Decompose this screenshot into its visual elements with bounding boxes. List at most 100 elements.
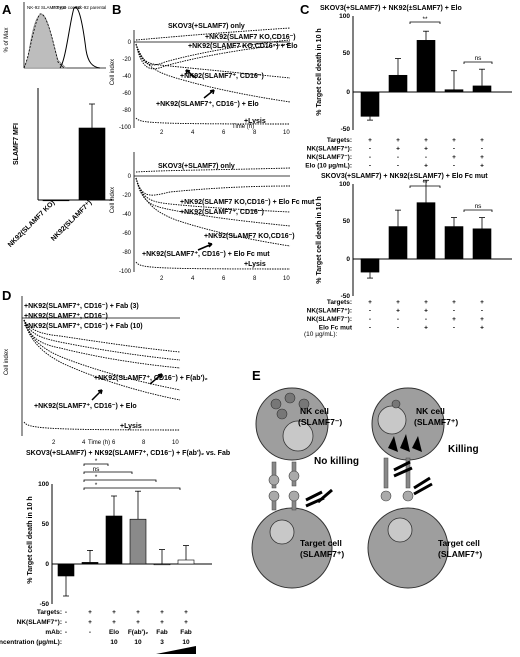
condition-mark: 10 — [134, 639, 142, 646]
d-bar-ylabel: % Target cell death in 10 h — [27, 496, 34, 583]
d-bar-ytick: 100 — [38, 481, 49, 488]
d-cell-index-plot: Cell index 2 4 6 8 10 Time (h) +NK92(SLA… — [4, 296, 208, 446]
target-nucleus — [387, 517, 413, 543]
e-right-nk-label: NK cell — [416, 406, 445, 416]
cell-index-plot-top: Cell index 0 -20 -40 -60 -80 -100 2 4 6 … — [110, 23, 298, 136]
c-top-condition-table: Targets: + + + + +NK(SLAMF7⁺): - + + - -NK(SLAMF7⁻… — [305, 137, 484, 170]
b-top-xtick: 10 — [283, 130, 290, 136]
sig-bracket — [83, 471, 133, 474]
bar — [360, 91, 380, 117]
sig-marker: ** — [422, 180, 428, 187]
condition-mark: - — [369, 316, 371, 323]
b-top-ytick: -60 — [122, 91, 131, 97]
b-bottom-ytick: -40 — [122, 212, 131, 218]
condition-mark: + — [424, 325, 428, 332]
b-bottom-curve-label: +NK92(SLAMF7 KO,CD16⁻) — [204, 233, 295, 240]
sig-marker: ns — [475, 203, 483, 210]
mfi-ylabel: SLAMF7 MFI — [13, 123, 20, 165]
curve-ko — [135, 39, 291, 66]
condition-mark: + — [480, 316, 484, 323]
legend-isotype: Isotype control — [52, 5, 81, 10]
bar — [388, 74, 408, 93]
b-top-ytick: -40 — [122, 74, 131, 80]
sig-marker: * — [95, 482, 98, 489]
d-bar-ytick: 0 — [45, 561, 49, 568]
condition-row-label: Elo Fc mut — [319, 325, 353, 332]
e-right-target-label: Target cell — [438, 538, 480, 548]
d-curve-label: +NK92(SLAMF7⁺, CD16⁻) + F(ab')₂ — [94, 375, 208, 382]
b-bottom-xtick: 4 — [191, 276, 195, 282]
granule — [298, 398, 310, 410]
histogram-ylabel: % of Max — [4, 27, 10, 52]
d-curve-label: +NK92(SLAMF7⁺, CD16⁻) + Fab (3) — [24, 303, 139, 310]
legend-ko: NK-92 SLAMF7 KO — [27, 5, 67, 10]
sig-marker: * — [95, 458, 98, 465]
concentration-wedge — [156, 646, 196, 654]
curve-pos — [23, 319, 181, 361]
b-top-ylabel: Cell index — [110, 59, 116, 85]
sig-bracket — [463, 61, 493, 64]
condition-mark: + — [368, 299, 372, 306]
sig-bracket — [83, 479, 157, 482]
b-bottom-xtick: 8 — [253, 276, 257, 282]
curve-pos-elo — [135, 43, 291, 103]
condition-mark: + — [452, 137, 456, 144]
condition-mark: - — [89, 629, 91, 636]
condition-row-label: NK(SLAMF7⁺): — [307, 308, 352, 315]
curve-skov3-only — [135, 27, 291, 41]
c-bottom-unit-row: (10 µg/mL): — [304, 331, 338, 338]
condition-mark: - — [425, 154, 427, 161]
slamf7-head — [402, 490, 414, 502]
slamf7-stalk — [383, 457, 389, 489]
c-top-bar-chart: % Target cell death in 10 h 100 50 0 -50… — [316, 13, 512, 133]
condition-mark: Fab — [156, 629, 168, 636]
condition-mark: + — [396, 308, 400, 315]
histogram-isotype-curve — [23, 13, 65, 69]
curve-lysis — [135, 117, 291, 125]
b-top-xtick: 4 — [191, 130, 195, 136]
condition-mark: - — [453, 308, 455, 315]
schematic-killing: NK cell (SLAMF7⁺) Killing Target cell (S… — [367, 387, 482, 589]
d-xtick: 10 — [172, 440, 179, 446]
granule — [270, 398, 282, 410]
condition-row-label: NK(SLAMF7⁻): — [307, 154, 352, 161]
mfi-category-pos: NK92(SLAMF7⁺) — [50, 199, 93, 242]
curve-ko — [135, 177, 291, 227]
condition-mark: + — [136, 609, 140, 616]
d-ylabel: Cell index — [4, 349, 10, 375]
sig-bracket — [83, 487, 181, 490]
panel-letter-b: B — [112, 2, 121, 17]
target-cell-body — [251, 507, 333, 589]
condition-mark: - — [397, 154, 399, 161]
sig-bracket — [409, 21, 441, 24]
condition-mark: + — [112, 619, 116, 626]
curve-pos — [135, 177, 291, 213]
condition-mark: 3 — [160, 639, 164, 646]
condition-mark: - — [369, 163, 371, 170]
b-top-curve-label: +NK92(SLAMF7⁺, CD16⁻) + Elo — [156, 101, 259, 108]
condition-mark: + — [88, 619, 92, 626]
slamf7-head — [288, 470, 300, 482]
condition-mark: - — [481, 146, 483, 153]
condition-mark: - — [369, 308, 371, 315]
condition-mark: + — [160, 609, 164, 616]
condition-mark: + — [424, 163, 428, 170]
condition-mark: - — [481, 308, 483, 315]
bar — [129, 518, 147, 565]
panel-letter-c: C — [300, 2, 310, 17]
sig-marker: * — [95, 474, 98, 481]
condition-row-label: NK(SLAMF7⁺): — [17, 619, 62, 626]
b-bottom-xtick: 10 — [283, 276, 290, 282]
b-top-xtick: 6 — [222, 130, 226, 136]
bar — [472, 228, 492, 259]
condition-row-label: Targets: — [327, 137, 352, 144]
d-arrow — [91, 389, 103, 401]
c-top-ylabel: % Target cell death in 10 h — [316, 28, 323, 115]
bar — [153, 563, 171, 566]
schematic-no-killing: NK cell (SLAMF7⁻) No killing Target cell… — [251, 387, 359, 589]
histogram-ko-fill — [23, 13, 67, 69]
bar — [444, 226, 464, 259]
b-bottom-ytick: 0 — [128, 174, 132, 180]
condition-mark: - — [369, 325, 371, 332]
